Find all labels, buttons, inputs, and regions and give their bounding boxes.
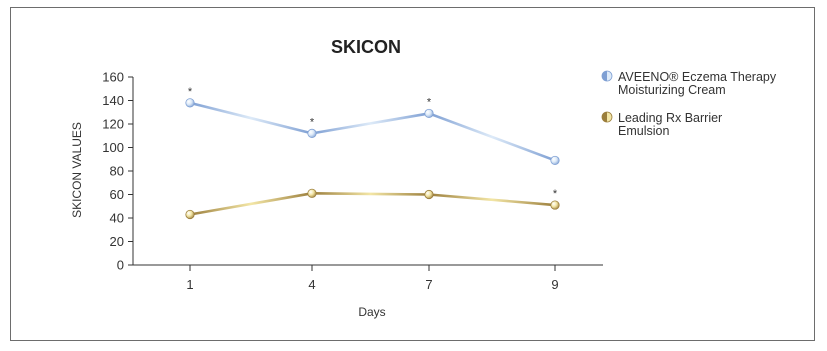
data-point	[424, 108, 434, 119]
data-point	[307, 128, 317, 138]
chart-title: SKICON	[331, 37, 401, 57]
series-line-segment	[188, 192, 314, 216]
x-tick-label: 1	[186, 277, 193, 292]
y-tick-label: 140	[102, 93, 124, 108]
x-tick-label: 4	[308, 277, 315, 292]
significance-marker: *	[188, 86, 193, 98]
legend-label: Leading Rx Barrier	[618, 111, 722, 125]
y-tick-label: 160	[102, 70, 124, 85]
significance-marker: *	[427, 96, 432, 108]
series-line-segment	[310, 192, 431, 196]
y-tick-label: 60	[110, 187, 124, 202]
series-2: *	[185, 188, 560, 220]
y-tick-label: 40	[110, 211, 124, 226]
y-tick-label: 100	[102, 140, 124, 155]
significance-marker: *	[310, 116, 315, 128]
significance-marker: *	[553, 188, 558, 200]
series-line-segment	[427, 112, 557, 162]
series-layer: * * * *	[185, 86, 560, 220]
y-tick-label: 120	[102, 117, 124, 132]
x-axis-label: Days	[358, 305, 385, 319]
data-point	[307, 188, 317, 198]
series-line-segment	[310, 112, 431, 135]
axes: 0 20 40 60 80 100 120 140 160 1 4 7 9	[102, 70, 603, 292]
data-point	[550, 200, 560, 210]
legend-marker	[601, 70, 613, 82]
legend-marker	[601, 111, 613, 123]
legend-label: Moisturizing Cream	[618, 83, 726, 97]
y-axis-label: SKICON VALUES	[70, 122, 84, 218]
legend-label: AVEENO® Eczema Therapy	[618, 70, 777, 84]
x-tick-label: 9	[551, 277, 558, 292]
y-tick-label: 0	[117, 258, 124, 273]
chart-frame	[10, 7, 815, 341]
data-point	[424, 189, 434, 200]
series-line-segment	[427, 193, 557, 207]
series-line-segment	[188, 101, 314, 135]
x-tick-label: 7	[425, 277, 432, 292]
data-point	[185, 98, 195, 108]
data-point	[550, 155, 560, 166]
series-1: * * *	[185, 86, 560, 166]
y-tick-label: 20	[110, 234, 124, 249]
y-tick-label: 80	[110, 164, 124, 179]
legend-label: Emulsion	[618, 124, 669, 138]
data-point	[185, 209, 195, 220]
